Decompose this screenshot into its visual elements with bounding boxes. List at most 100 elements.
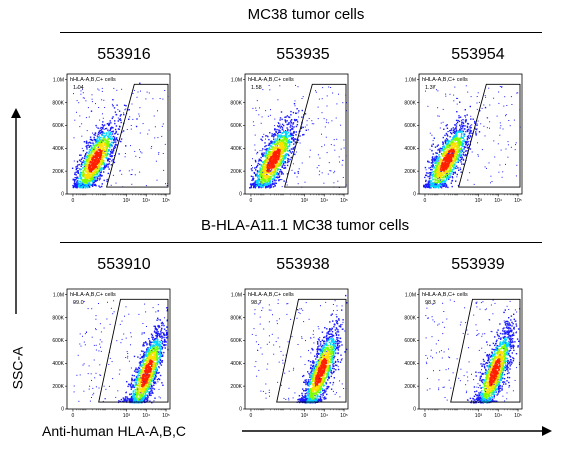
y-tick-label: 600K	[52, 123, 64, 129]
x-tick-label: 10⁵	[340, 413, 348, 419]
gate-percent-label: 99.0	[73, 300, 84, 306]
sample-label-553910: 553910	[97, 256, 151, 273]
sample-label-553916: 553916	[97, 46, 151, 63]
y-tick-label: 600K	[404, 338, 416, 344]
y-tick-label: 400K	[52, 361, 64, 367]
flow-plot-553910: 1.0M 800K 600K 400K 200K 0 0 10³ 10⁴ 10⁵ hHLA-A,B,…	[40, 285, 175, 420]
gate-percent-label: 1.37	[425, 85, 436, 91]
event-points	[251, 294, 348, 404]
y-tick-label: 400K	[52, 146, 64, 152]
gate-name-label: hHLA-A,B,C+ cells	[248, 77, 294, 83]
event-points	[425, 299, 521, 404]
flow-plot-553916: 1.0M 800K 600K 400K 200K 0 0 10³ 10⁴ 10⁵ hHLA-A,B,…	[40, 70, 175, 205]
density-plot: 1.0M 800K 600K 400K 200K 0 0 10³ 10⁴ 10⁵ hHLA-A,B,…	[52, 288, 171, 419]
x-tick-label: 10³	[301, 413, 309, 419]
gate-name-label: hHLA-A,B,C+ cells	[248, 292, 294, 298]
gate-percent-label: 1.04	[73, 85, 84, 91]
y-tick-label: 0	[413, 407, 416, 413]
sample-label-553939: 553939	[451, 256, 505, 273]
x-tick-label: 10⁴	[320, 198, 328, 204]
y-tick-label: 1.0M	[405, 292, 416, 298]
x-axis-arrow	[242, 426, 552, 436]
x-tick-label: 10⁴	[142, 198, 150, 204]
gate-name-label: hHLA-A,B,C+ cells	[422, 77, 468, 83]
y-tick-label: 1.0M	[231, 77, 242, 83]
sample-label-553938: 553938	[276, 256, 330, 273]
y-tick-label: 800K	[404, 315, 416, 321]
y-tick-label: 1.0M	[53, 292, 64, 298]
x-tick-label: 10³	[301, 198, 309, 204]
density-plot: 1.0M 800K 600K 400K 200K 0 0 10³ 10⁴ 10⁵ hHLA-A,B,…	[404, 288, 523, 419]
flow-plot-553938: 1.0M 800K 600K 400K 200K 0 0 10³ 10⁴ 10⁵ hHLA-A,B,…	[218, 285, 353, 420]
density-plot: 1.0M 800K 600K 400K 200K 0 0 10³ 10⁴ 10⁵ hHLA-A,B,…	[52, 73, 171, 204]
x-tick-label: 0	[72, 413, 75, 419]
x-tick-label: 10⁴	[494, 198, 502, 204]
y-tick-label: 200K	[52, 384, 64, 390]
gate-percent-label: 98.7	[251, 300, 262, 306]
y-tick-label: 0	[239, 192, 242, 198]
gate-polygon	[458, 83, 521, 188]
x-tick-label: 10⁵	[162, 198, 170, 204]
x-tick-label: 10³	[123, 413, 131, 419]
x-tick-label: 10⁵	[514, 413, 522, 419]
y-tick-label: 400K	[404, 361, 416, 367]
y-tick-label: 400K	[230, 361, 242, 367]
y-tick-label: 600K	[230, 338, 242, 344]
y-tick-label: 800K	[52, 315, 64, 321]
y-tick-label: 400K	[230, 146, 242, 152]
y-axis-arrow	[11, 108, 21, 314]
y-tick-label: 0	[61, 192, 64, 198]
y-tick-label: 600K	[52, 338, 64, 344]
group-title-mc38: MC38 tumor cells	[247, 6, 365, 23]
x-tick-label: 10³	[123, 198, 131, 204]
y-tick-label: 800K	[404, 100, 416, 106]
group-rule-b-hla	[60, 242, 542, 243]
y-tick-label: 400K	[404, 146, 416, 152]
y-tick-label: 800K	[52, 100, 64, 106]
y-axis-label: SSC-A	[9, 346, 26, 390]
y-tick-label: 0	[239, 407, 242, 413]
group-title-b-hla: B-HLA-A11.1 MC38 tumor cells	[200, 217, 410, 234]
y-tick-label: 200K	[52, 169, 64, 175]
x-axis-label: Anti-human HLA-A,B,C	[42, 423, 186, 439]
gate-polygon	[450, 298, 521, 403]
density-plot: 1.0M 800K 600K 400K 200K 0 0 10³ 10⁴ 10⁵ hHLA-A,B,…	[230, 288, 349, 419]
y-tick-label: 200K	[230, 169, 242, 175]
y-tick-label: 1.0M	[405, 77, 416, 83]
x-tick-label: 10⁵	[340, 198, 348, 204]
y-tick-label: 1.0M	[53, 77, 64, 83]
density-plot: 1.0M 800K 600K 400K 200K 0 0 10³ 10⁴ 10⁵ hHLA-A,B,…	[230, 73, 349, 204]
gate-name-label: hHLA-A,B,C+ cells	[70, 292, 116, 298]
gate-polygon	[284, 83, 347, 188]
gate-name-label: hHLA-A,B,C+ cells	[422, 292, 468, 298]
x-tick-label: 10⁵	[162, 413, 170, 419]
sample-label-553954: 553954	[451, 46, 505, 63]
y-tick-label: 800K	[230, 100, 242, 106]
gate-polygon	[276, 298, 347, 403]
y-tick-label: 200K	[230, 384, 242, 390]
group-rule-mc38	[60, 32, 542, 33]
x-tick-label: 10⁵	[514, 198, 522, 204]
x-tick-label: 10⁴	[142, 413, 150, 419]
x-tick-label: 0	[250, 413, 253, 419]
event-points	[71, 82, 169, 189]
x-tick-label: 0	[250, 198, 253, 204]
flow-plot-553939: 1.0M 800K 600K 400K 200K 0 0 10³ 10⁴ 10⁵ hHLA-A,B,…	[392, 285, 527, 420]
gate-percent-label: 1.58	[251, 85, 262, 91]
gate-percent-label: 98.3	[425, 300, 436, 306]
x-tick-label: 0	[72, 198, 75, 204]
flow-plot-553935: 1.0M 800K 600K 400K 200K 0 0 10³ 10⁴ 10⁵ hHLA-A,B,…	[218, 70, 353, 205]
x-tick-label: 10³	[475, 198, 483, 204]
y-tick-label: 200K	[404, 169, 416, 175]
x-tick-label: 10³	[475, 413, 483, 419]
density-plot: 1.0M 800K 600K 400K 200K 0 0 10³ 10⁴ 10⁵ hHLA-A,B,…	[404, 73, 523, 204]
x-tick-label: 0	[424, 413, 427, 419]
y-tick-label: 0	[61, 407, 64, 413]
y-tick-label: 1.0M	[231, 292, 242, 298]
event-points	[423, 85, 521, 189]
x-tick-label: 10⁴	[494, 413, 502, 419]
event-points	[73, 300, 169, 404]
x-tick-label: 0	[424, 198, 427, 204]
y-tick-label: 600K	[230, 123, 242, 129]
y-tick-label: 800K	[230, 315, 242, 321]
